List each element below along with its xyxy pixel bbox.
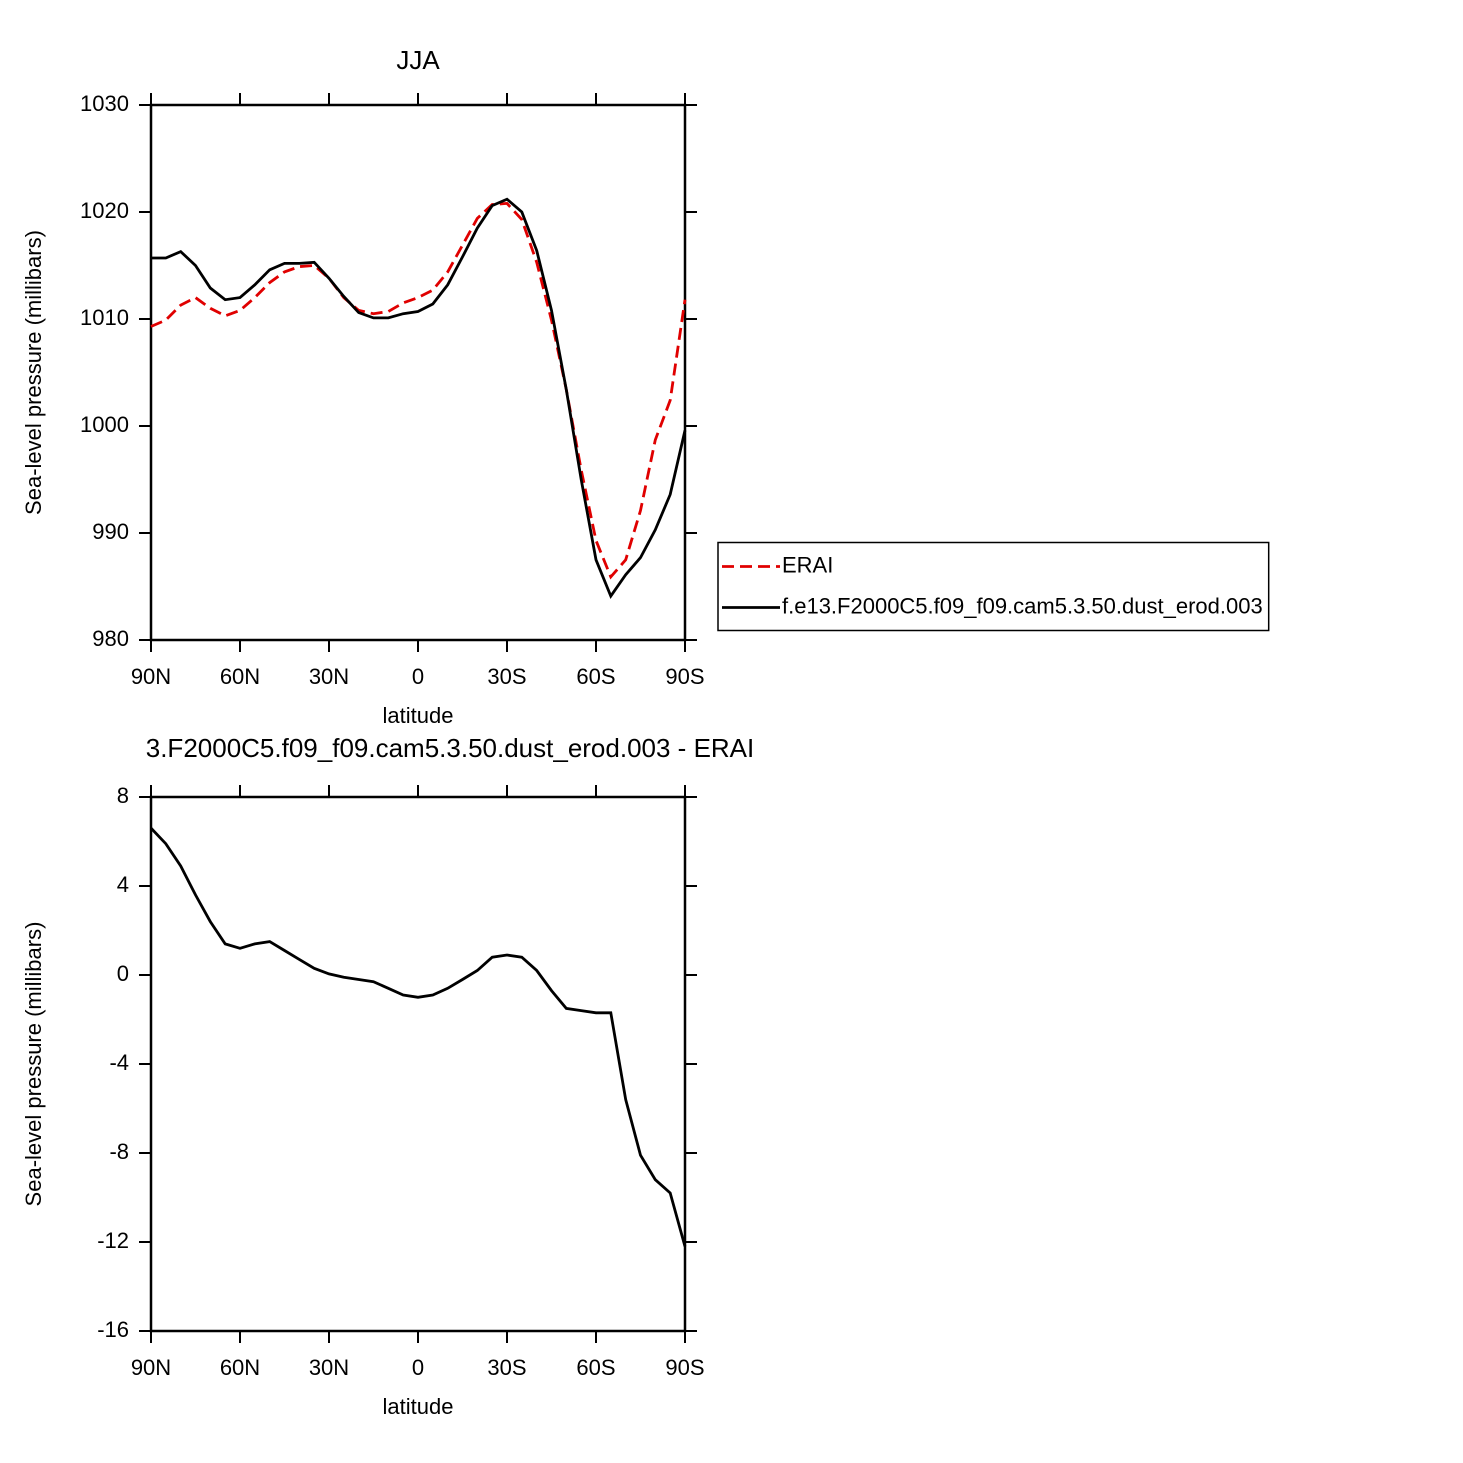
y-tick-label: 8 [117, 783, 129, 808]
x-tick-label: 30N [309, 1355, 349, 1380]
y-tick-label: 990 [92, 519, 129, 544]
y-tick-label: -16 [97, 1317, 129, 1342]
x-tick-label: 60S [576, 664, 615, 689]
x-tick-label: 0 [412, 664, 424, 689]
y-tick-label: 1000 [80, 412, 129, 437]
x-tick-label: 90S [665, 1355, 704, 1380]
x-tick-label: 60S [576, 1355, 615, 1380]
series-line [150, 201, 687, 580]
y-tick-label: -8 [109, 1139, 129, 1164]
chart-title: 3.F2000C5.f09_f09.cam5.3.50.dust_erod.00… [146, 733, 755, 763]
chart-title: JJA [396, 45, 440, 75]
y-tick-label: 4 [117, 872, 129, 897]
y-axis-label: Sea-level pressure (millibars) [21, 922, 46, 1207]
x-tick-label: 90N [131, 1355, 171, 1380]
legend-label: f.e13.F2000C5.f09_f09.cam5.3.50.dust_ero… [782, 593, 1263, 618]
x-axis-label: latitude [383, 703, 454, 728]
chart-panel: JJA 980 990 1000 1010 1020 1030 90N 60N 30N 0 30S 60… [21, 45, 1270, 728]
x-axis-label: latitude [383, 1394, 454, 1419]
y-tick-label: 0 [117, 961, 129, 986]
y-tick-label: 980 [92, 626, 129, 651]
x-tick-label: 30S [487, 664, 526, 689]
legend: ERAI f.e13.F2000C5.f09_f09.cam5.3.50.dust… [717, 541, 1270, 632]
y-tick-label: 1010 [80, 305, 129, 330]
series-line [151, 197, 687, 600]
x-tick-label: 30S [487, 1355, 526, 1380]
y-axis-label: Sea-level pressure (millibars) [21, 230, 46, 515]
y-tick-label: 1030 [80, 91, 129, 116]
legend-box [717, 541, 1270, 632]
x-tick-label: 90N [131, 664, 171, 689]
x-tick-label: 0 [412, 1355, 424, 1380]
y-tick-label: -12 [97, 1228, 129, 1253]
x-tick-label: 60N [220, 1355, 260, 1380]
series-line [149, 827, 687, 1247]
x-tick-label: 60N [220, 664, 260, 689]
x-tick-label: 30N [309, 664, 349, 689]
y-tick-label: -4 [109, 1050, 129, 1075]
y-tick-label: 1020 [80, 198, 129, 223]
chart-panel: 3.F2000C5.f09_f09.cam5.3.50.dust_erod.00… [21, 733, 754, 1419]
plot-frame [149, 795, 687, 1333]
legend-label: ERAI [782, 552, 833, 577]
x-tick-label: 90S [665, 664, 704, 689]
